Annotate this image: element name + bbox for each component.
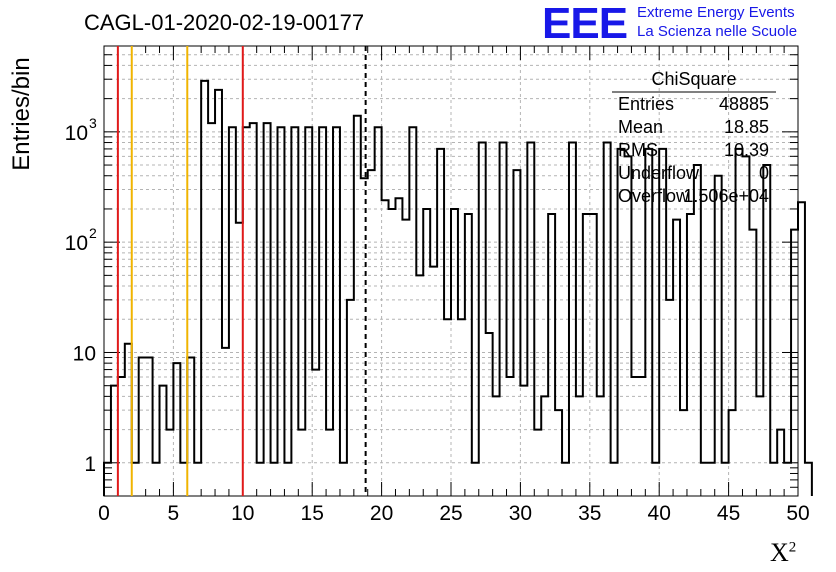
y-tick-label: 10	[65, 232, 88, 255]
stats-label-underflow: Underflow	[618, 163, 700, 183]
stats-label-rms: RMS	[618, 140, 658, 160]
stats-value-mean: 18.85	[724, 117, 769, 137]
y-tick-label-exponent: 3	[89, 115, 97, 131]
x-tick-label: 50	[786, 502, 809, 525]
stats-value-overflow: 1.506e+04	[683, 186, 769, 206]
x-tick-label: 0	[98, 502, 110, 525]
y-tick-label: 10	[73, 342, 96, 365]
eee-logo: EEE	[542, 0, 628, 48]
x-tick-label: 10	[231, 502, 254, 525]
y-tick-label: 1	[84, 453, 96, 476]
y-tick-label-exponent: 2	[89, 225, 97, 241]
stats-value-rms: 10.39	[724, 140, 769, 160]
x-tick-label: 25	[439, 502, 462, 525]
x-axis-label-base: X	[770, 538, 789, 567]
x-tick-label: 40	[648, 502, 671, 525]
x-tick-label: 35	[578, 502, 601, 525]
y-axis-label: Entries/bin	[8, 57, 35, 171]
stats-label-overflow: Overflow	[618, 186, 690, 206]
stats-value-underflow: 0	[759, 163, 769, 183]
chart-title: CAGL-01-2020-02-19-00177	[84, 10, 365, 35]
x-tick-label: 45	[717, 502, 740, 525]
histogram-series	[103, 79, 813, 496]
logo-line-1: Extreme Energy Events	[637, 4, 795, 21]
y-tick-label: 10	[65, 122, 88, 145]
stats-box: ChiSquare Entries 48885 Mean 18.85 RMS 10.39 Un…	[612, 69, 776, 206]
x-axis-label-superscript: 2	[788, 539, 797, 556]
stats-value-entries: 48885	[719, 94, 769, 114]
grid-lines	[104, 45, 798, 496]
x-axis-label: X2	[770, 538, 796, 568]
stats-box-name: ChiSquare	[651, 69, 736, 89]
x-tick-label: 5	[168, 502, 180, 525]
stats-label-entries: Entries	[618, 94, 674, 114]
x-tick-label: 20	[370, 502, 393, 525]
x-tick-label: 15	[301, 502, 324, 525]
axis-ticks	[103, 45, 799, 496]
logo-line-2: La Scienza nelle Scuole	[637, 23, 798, 40]
stats-label-mean: Mean	[618, 117, 663, 137]
x-tick-label: 30	[509, 502, 532, 525]
